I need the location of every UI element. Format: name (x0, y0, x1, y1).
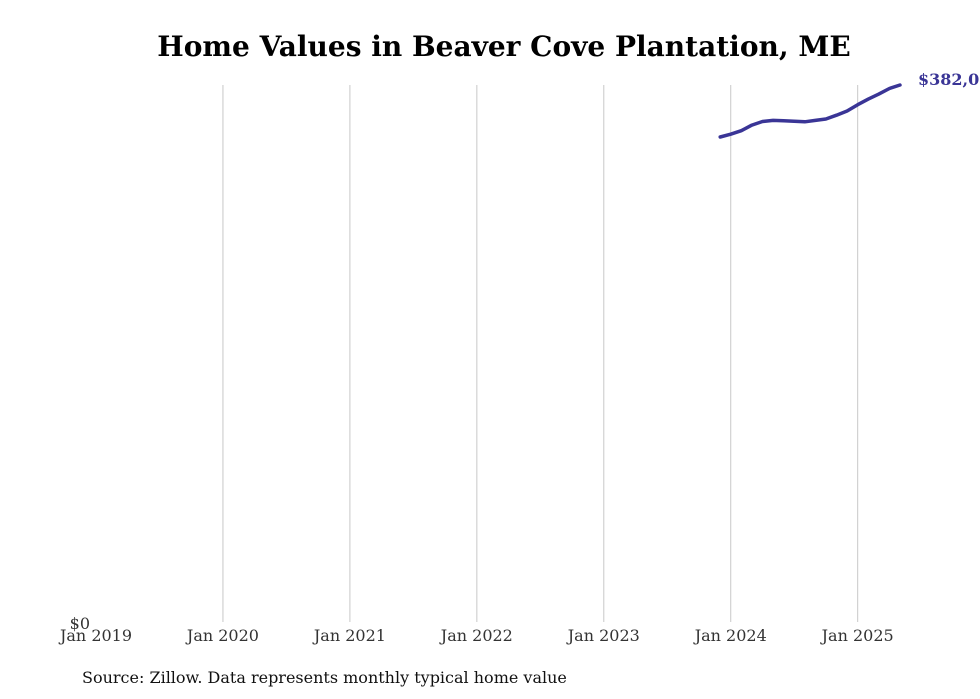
x-tick-label: Jan 2021 (312, 626, 386, 645)
y-tick-label: $0 (70, 614, 90, 633)
series-line (718, 83, 902, 139)
x-tick-label: Jan 2023 (566, 626, 640, 645)
series-layer: $382,000 (718, 70, 980, 139)
grid-lines (222, 85, 859, 622)
x-tick-label: Jan 2025 (820, 626, 894, 645)
x-tick-label: Jan 2019 (58, 626, 132, 645)
x-tick-label: Jan 2022 (439, 626, 513, 645)
x-tick-label: Jan 2020 (185, 626, 259, 645)
y-axis: $0 (70, 614, 90, 633)
x-tick-label: Jan 2024 (693, 626, 767, 645)
end-value-label: $382,000 (918, 70, 980, 89)
source-note: Source: Zillow. Data represents monthly … (82, 668, 567, 687)
chart-title: Home Values in Beaver Cove Plantation, M… (157, 30, 851, 63)
x-axis: Jan 2019 Jan 2020 Jan 2021 Jan 2022 Jan 2023… (58, 626, 894, 645)
